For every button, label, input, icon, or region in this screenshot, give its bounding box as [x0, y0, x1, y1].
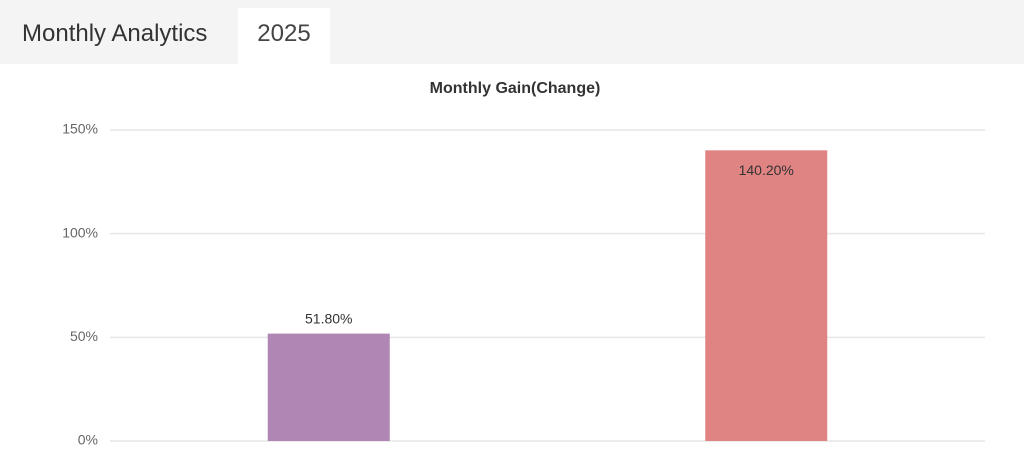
bar [705, 150, 828, 441]
header-title: Monthly Analytics [22, 20, 208, 47]
header: Monthly Analytics 2025 [0, 0, 1024, 64]
y-tick-label: 50% [70, 328, 98, 344]
chart-title: Monthly Gain(Change) [430, 80, 601, 97]
y-tick-label: 0% [78, 432, 98, 448]
y-tick-label: 100% [62, 224, 98, 240]
data-label: 51.80% [305, 310, 352, 326]
data-label: 140.20% [739, 162, 794, 178]
y-tick-label: 150% [62, 121, 98, 137]
bar [267, 333, 390, 441]
year-tab[interactable]: 2025 [238, 8, 330, 64]
